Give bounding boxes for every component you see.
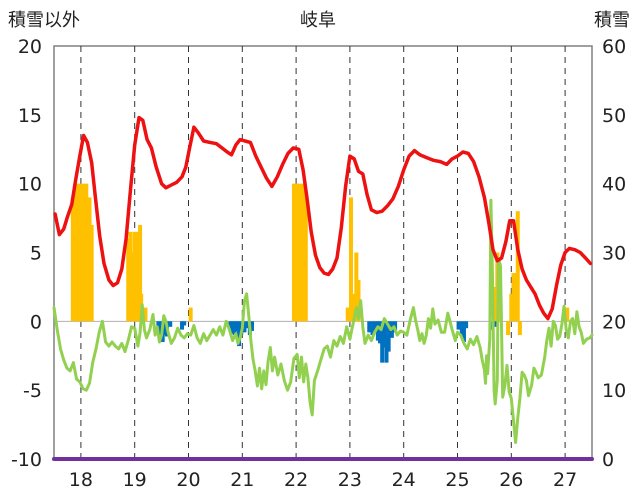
y-left-tick-label: 10: [18, 174, 42, 196]
blue-bar: [245, 321, 250, 329]
orange-bar: [356, 280, 361, 322]
blue-bar: [459, 321, 464, 336]
x-tick-label: 27: [553, 469, 577, 491]
orange-bar: [506, 321, 511, 336]
orange-bar: [348, 197, 353, 322]
y-right-tick-label: 20: [602, 311, 626, 333]
blue-bar: [182, 321, 187, 326]
blue-bar: [464, 321, 469, 329]
blue-bar: [367, 321, 372, 333]
blue-bar: [493, 321, 498, 327]
orange-bar: [77, 183, 82, 322]
orange-bar: [509, 293, 514, 322]
y-left-tick-label: 20: [18, 36, 42, 58]
x-tick-label: 18: [69, 469, 93, 491]
orange-bar: [565, 307, 570, 322]
right-axis-label: 積雪: [594, 10, 630, 31]
blue-bar: [232, 321, 237, 336]
x-tick-label: 26: [499, 469, 523, 491]
blue-bar: [456, 321, 461, 330]
orange-bar: [130, 252, 135, 322]
orange-bar: [143, 307, 148, 322]
orange-bar: [74, 183, 79, 322]
y-right-tick-label: 50: [602, 105, 626, 127]
y-right-tick-label: 60: [602, 36, 626, 58]
y-right-tick-label: 0: [602, 449, 614, 471]
vertical-gridlines: [54, 46, 592, 459]
orange-bar: [126, 238, 131, 322]
y-left-tick-label: -10: [11, 449, 42, 471]
y-left-tick-label: -5: [23, 380, 42, 402]
orange-bar: [70, 197, 75, 322]
orange-bar: [81, 183, 86, 322]
blue-bar: [158, 321, 163, 336]
x-tick-label: 22: [284, 469, 308, 491]
blue-bar: [234, 321, 239, 331]
blue-bar: [249, 321, 254, 331]
blue-bar: [370, 321, 375, 336]
blue-bar: [461, 321, 466, 342]
x-tick-label: 20: [176, 469, 200, 491]
tick-labels: 18 19 20 21 22 23 24 25 26 27 -10 -5 0 5 10 15 20 0 10 20 30…: [11, 36, 626, 491]
blue-bar: [382, 321, 387, 348]
red-series-line: [53, 115, 593, 321]
blue-bar: [375, 321, 380, 341]
blue-bar: [386, 321, 391, 352]
orange-bar: [517, 321, 522, 336]
orange-bar: [138, 224, 143, 322]
blue-bar: [378, 321, 383, 344]
blue-bar: [242, 321, 247, 333]
data-marks: [52, 115, 594, 461]
blue-bar: [384, 321, 389, 363]
y-left-tick-label: 15: [18, 105, 42, 127]
orange-bar: [301, 183, 306, 322]
blue-bar: [373, 321, 378, 331]
chart-title: 岐阜: [300, 10, 336, 31]
orange-bar: [298, 183, 303, 322]
x-tick-label: 23: [338, 469, 362, 491]
orange-bar: [352, 293, 357, 322]
blue-bar: [180, 321, 185, 330]
orange-bar: [303, 197, 308, 322]
x-tick-label: 21: [230, 469, 254, 491]
blue-bar: [162, 321, 167, 336]
y-right-tick-label: 10: [602, 380, 626, 402]
blue-bar: [237, 321, 242, 347]
green-series-line: [52, 198, 594, 444]
orange-bar: [132, 231, 137, 322]
orange-bar: [511, 273, 516, 322]
y-right-tick-label: 40: [602, 174, 626, 196]
orange-bar: [87, 197, 92, 322]
orange-bar: [345, 307, 350, 322]
x-tick-label: 24: [392, 469, 416, 491]
orange-bar: [135, 231, 140, 322]
orange-bar: [89, 224, 94, 322]
orange-bar: [84, 183, 89, 322]
orange-bar: [291, 183, 296, 322]
blue-bar: [228, 321, 233, 329]
y-right-tick-label: 30: [602, 243, 626, 265]
orange-bar: [128, 231, 133, 322]
orange-bar: [354, 252, 359, 322]
x-tick-label: 19: [123, 469, 147, 491]
blue-bar: [380, 321, 385, 363]
orange-bar: [493, 286, 498, 322]
orange-bar: [515, 211, 520, 322]
orange-bar: [188, 307, 193, 322]
blue-bar: [230, 321, 235, 334]
y-left-tick-label: 0: [30, 311, 42, 333]
orange-bar: [295, 183, 300, 322]
orange-bar: [513, 273, 518, 322]
x-tick-label: 25: [445, 469, 469, 491]
left-axis-label: 積雪以外: [8, 10, 80, 31]
blue-bar: [168, 321, 173, 327]
y-left-tick-label: 5: [30, 243, 42, 265]
